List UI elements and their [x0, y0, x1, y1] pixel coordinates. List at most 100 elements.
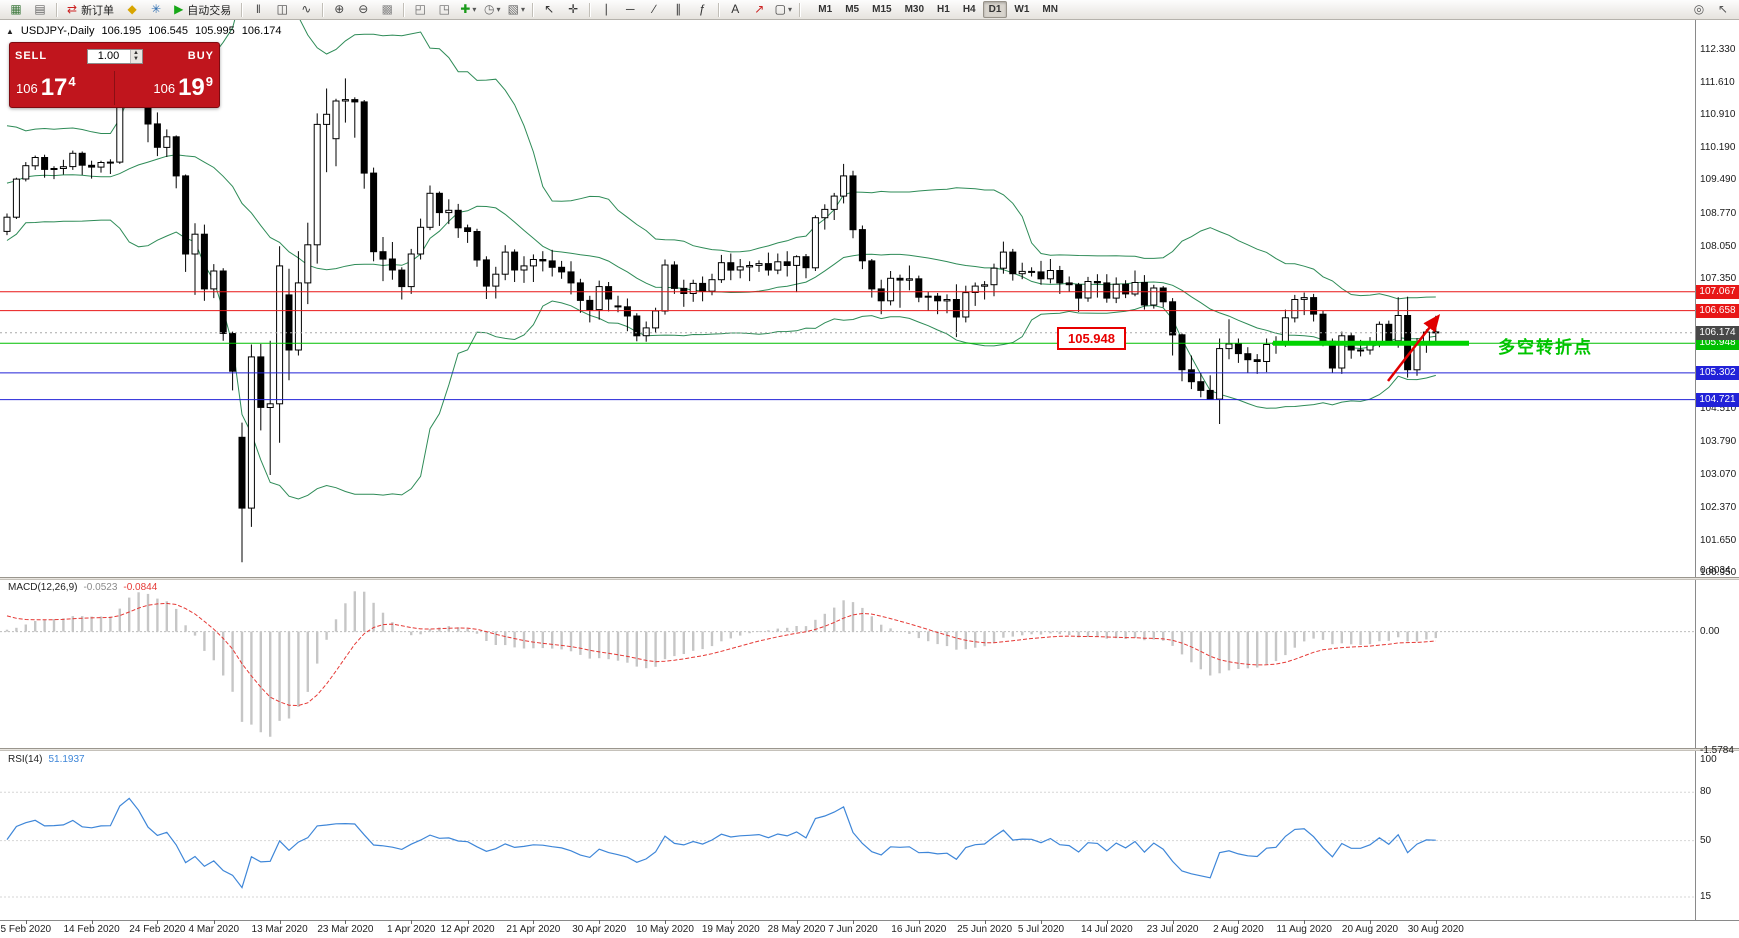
time-axis-label[interactable]: 21 Apr 2020 [506, 924, 561, 935]
price-annotation-box[interactable]: 105.948 [1057, 327, 1126, 350]
shapes-button-caret-icon[interactable]: ▾ [787, 5, 792, 14]
time-axis-label[interactable]: 10 May 2020 [636, 924, 694, 935]
time-axis-label[interactable]: 1 Apr 2020 [387, 924, 436, 935]
autotrade-icon: ▶ [174, 2, 184, 16]
time-axis-label[interactable]: 25 Jun 2020 [957, 924, 1013, 935]
volume-value[interactable]: 1.00 [97, 49, 120, 62]
shapes-button[interactable]: ▢ ▾ [771, 1, 795, 18]
candle-body [905, 278, 913, 281]
pointer-icon[interactable]: ↖ [1711, 1, 1735, 18]
turning-point-label[interactable]: 多空转折点 [1498, 338, 1593, 357]
timeframe-button-m5[interactable]: M5 [845, 4, 860, 15]
buy-button-label[interactable]: BUY [187, 50, 214, 62]
time-axis-tick [1106, 920, 1108, 924]
vertical-line-icon[interactable]: ∣ [594, 1, 618, 18]
horizontal-line-icon[interactable]: ─ [618, 1, 642, 18]
candle-body [548, 260, 556, 268]
time-axis-label[interactable]: 23 Mar 2020 [317, 924, 374, 935]
price-scale[interactable] [1695, 20, 1739, 938]
time-axis-label[interactable]: 28 May 2020 [767, 924, 826, 935]
grid-icon[interactable]: ▩ [375, 1, 399, 18]
candle-body [219, 270, 227, 334]
timeframe-button-w1[interactable]: W1 [1014, 4, 1030, 15]
time-axis-label[interactable]: 5 Jul 2020 [1017, 924, 1065, 935]
indicators-button[interactable]: ✚ ▾ [456, 1, 480, 18]
time-axis-label[interactable]: 23 Jul 2020 [1146, 924, 1199, 935]
templates-button-caret-icon[interactable]: ▾ [520, 5, 525, 14]
timeframe-button-h1[interactable]: H1 [937, 4, 950, 15]
chart-profiles-icon[interactable]: ▤ [28, 1, 52, 18]
periods-button[interactable]: ◷ ▾ [480, 1, 504, 18]
zoom-out-icon[interactable]: ⊖ [351, 1, 375, 18]
autotrade-button[interactable]: ▶ 自动交易 [168, 1, 237, 18]
volume-input[interactable]: 1.00 ▲ ▼ [86, 48, 143, 64]
time-axis-label[interactable]: 12 Apr 2020 [440, 924, 495, 935]
time-scale[interactable] [0, 920, 1739, 938]
time-axis-label[interactable]: 5 Feb 2020 [0, 924, 52, 935]
line-chart-icon[interactable]: ∿ [294, 1, 318, 18]
time-axis-label[interactable]: 20 Aug 2020 [1341, 924, 1399, 935]
experts-icon[interactable]: ✳ [144, 1, 168, 18]
cascade-windows-icon[interactable]: ◳ [432, 1, 456, 18]
time-axis-label[interactable]: 24 Feb 2020 [129, 924, 186, 935]
timeframe-button-h4[interactable]: H4 [962, 4, 976, 15]
time-axis-label[interactable]: 30 Aug 2020 [1407, 924, 1464, 935]
text-icon[interactable]: A [723, 1, 747, 18]
time-axis-label[interactable]: 13 Mar 2020 [251, 924, 308, 935]
metaeditor-icon[interactable]: ◆ [120, 1, 144, 18]
candle-body [341, 99, 349, 102]
time-axis-label[interactable]: 30 Apr 2020 [572, 924, 627, 935]
time-axis-label[interactable]: 7 Jun 2020 [828, 924, 878, 935]
time-axis-label[interactable]: 2 Aug 2020 [1213, 924, 1264, 935]
zoom-in-icon[interactable]: ⊕ [327, 1, 351, 18]
volume-up-icon[interactable]: ▲ [130, 49, 142, 56]
sell-button[interactable]: 106 17 4 [10, 68, 114, 108]
time-axis-label[interactable]: 14 Feb 2020 [63, 924, 120, 935]
templates-button[interactable]: ▧ ▾ [504, 1, 528, 18]
autotrade-button-label: 自动交易 [187, 4, 232, 17]
crosshair-icon[interactable]: ✛ [561, 1, 585, 18]
one-click-trading-panel: SELL 1.00 ▲ ▼ BUY 106 17 4 106 19 9 [9, 42, 220, 108]
candle-body [943, 299, 951, 302]
time-axis-label[interactable]: 11 Aug 2020 [1276, 924, 1332, 935]
timeframe-button-m15[interactable]: M15 [872, 4, 892, 15]
time-axis-label[interactable]: 14 Jul 2020 [1080, 924, 1133, 935]
periods-button-caret-icon[interactable]: ▾ [496, 5, 501, 14]
pane-splitter[interactable] [0, 577, 1739, 580]
cursor-icon[interactable]: ↖ [537, 1, 561, 18]
fibonacci-icon[interactable]: ƒ [690, 1, 714, 18]
time-axis-label[interactable]: 4 Mar 2020 [188, 924, 240, 935]
trendline-icon[interactable]: ∕ [642, 1, 666, 18]
timeframe-button-m1[interactable]: M1 [818, 4, 833, 15]
rsi-indicator-label: RSI(14) 51.1937 [8, 754, 85, 765]
bar-chart-icon[interactable]: ‖ [246, 1, 270, 18]
pane-splitter[interactable] [0, 748, 1739, 751]
arrow-tool-icon[interactable]: ↗ [747, 1, 771, 18]
candle-body [746, 265, 754, 268]
candle-body [990, 267, 998, 286]
candle-body [360, 101, 368, 174]
candle-body [1140, 282, 1148, 306]
buy-button[interactable]: 106 19 9 [115, 68, 219, 108]
tile-windows-icon[interactable]: ◰ [408, 1, 432, 18]
new-order-button[interactable]: ⇄ 新订单 [61, 1, 120, 18]
one-click-panel-toggle-icon[interactable]: ▲ [6, 26, 14, 36]
candle-body [332, 100, 340, 140]
trend-arrow[interactable] [1387, 314, 1441, 382]
candle-body [69, 152, 77, 168]
timeframe-button-mn[interactable]: MN [1042, 4, 1058, 15]
volume-down-icon[interactable]: ▼ [130, 56, 142, 63]
timeframe-button-d1[interactable]: D1 [982, 1, 1008, 18]
time-axis-label[interactable]: 19 May 2020 [701, 924, 760, 935]
search-icon[interactable]: ◎ [1687, 1, 1711, 18]
candle-body [1244, 353, 1252, 361]
time-axis-label[interactable]: 16 Jun 2020 [891, 924, 947, 935]
new-chart-icon[interactable]: ▦ [4, 1, 28, 18]
candle-body [830, 195, 838, 210]
timeframe-button-m30[interactable]: M30 [904, 4, 925, 15]
channel-icon[interactable]: ∥ [666, 1, 690, 18]
indicators-button-caret-icon[interactable]: ▾ [472, 5, 477, 14]
candlestick-chart-icon[interactable]: ◫ [270, 1, 294, 18]
sell-button-label[interactable]: SELL [15, 50, 48, 62]
